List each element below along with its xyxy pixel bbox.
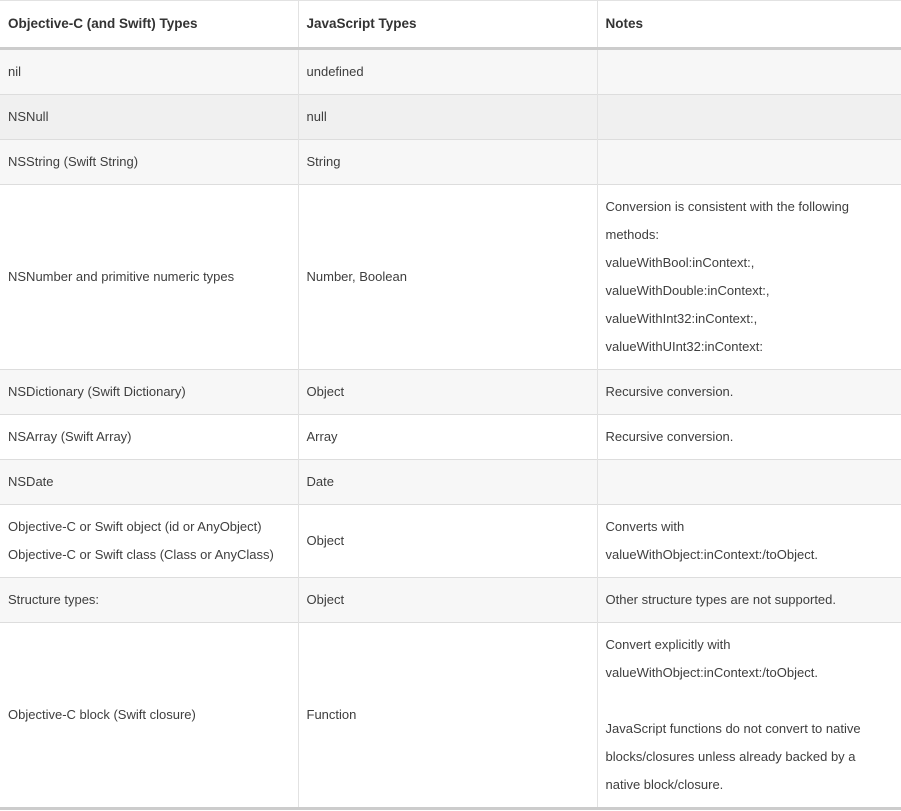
- note-paragraph: Recursive conversion.: [605, 384, 734, 399]
- note-paragraph: JavaScript functions do not convert to n…: [605, 721, 861, 792]
- objc-type-cell: Objective-C block (Swift closure): [0, 622, 299, 809]
- note-paragraph: Convert explicitly with valueWithObject:…: [605, 637, 818, 680]
- js-type-cell: Array: [298, 414, 598, 460]
- note-paragraph: Other structure types are not supported.: [605, 592, 837, 607]
- table-header: Objective-C (and Swift) Types JavaScript…: [0, 0, 901, 50]
- column-header-notes: Notes: [597, 0, 901, 50]
- table-row: Objective-C or Swift object (id or AnyOb…: [0, 504, 901, 578]
- objc-type-cell: Objective-C or Swift object (id or AnyOb…: [0, 504, 299, 578]
- note-paragraph: Recursive conversion.: [605, 429, 734, 444]
- js-type-cell: Function: [298, 622, 598, 809]
- js-type-cell: undefined: [298, 48, 598, 95]
- objc-type-cell: NSString (Swift String): [0, 139, 299, 185]
- table-row: NSDictionary (Swift Dictionary) Object Rec…: [0, 369, 901, 415]
- js-type-cell: String: [298, 139, 598, 185]
- objc-type-cell: NSArray (Swift Array): [0, 414, 299, 460]
- table-row: nil undefined: [0, 48, 901, 95]
- notes-cell: Other structure types are not supported.: [597, 577, 901, 623]
- js-type-cell: Object: [298, 369, 598, 415]
- table-row: NSDate Date: [0, 459, 901, 505]
- notes-cell: [597, 139, 901, 185]
- notes-cell: Converts with valueWithObject:inContext:…: [597, 504, 901, 578]
- objc-type-cell: nil: [0, 48, 299, 95]
- header-row: Objective-C (and Swift) Types JavaScript…: [0, 0, 901, 50]
- js-type-cell: Object: [298, 577, 598, 623]
- table-row: NSNull null: [0, 94, 901, 140]
- objc-type-cell: NSDictionary (Swift Dictionary): [0, 369, 299, 415]
- js-type-cell: Number, Boolean: [298, 184, 598, 370]
- table-row: NSNumber and primitive numeric types Numb…: [0, 184, 901, 370]
- column-header-objc-types: Objective-C (and Swift) Types: [0, 0, 299, 50]
- notes-cell: [597, 459, 901, 505]
- objc-type-cell: NSNumber and primitive numeric types: [0, 184, 299, 370]
- table-row: Objective-C block (Swift closure) Functio…: [0, 622, 901, 809]
- notes-cell: [597, 94, 901, 140]
- js-type-cell: Date: [298, 459, 598, 505]
- table-row: NSString (Swift String) String: [0, 139, 901, 185]
- objc-type-cell: NSDate: [0, 459, 299, 505]
- notes-cell: [597, 48, 901, 95]
- table-body: nil undefined NSNull null NSString (Swift St…: [0, 48, 901, 809]
- table-row: NSArray (Swift Array) Array Recursive conv…: [0, 414, 901, 460]
- note-paragraph: Conversion is consistent with the follow…: [605, 199, 850, 354]
- column-header-javascript-types: JavaScript Types: [298, 0, 598, 50]
- notes-cell: Recursive conversion.: [597, 414, 901, 460]
- objc-type-cell: Structure types:: [0, 577, 299, 623]
- notes-cell: Convert explicitly with valueWithObject:…: [597, 622, 901, 809]
- js-type-cell: null: [298, 94, 598, 140]
- notes-cell: Conversion is consistent with the follow…: [597, 184, 901, 370]
- notes-cell: Recursive conversion.: [597, 369, 901, 415]
- table-row: Structure types: Object Other structure ty…: [0, 577, 901, 623]
- js-type-cell: Object: [298, 504, 598, 578]
- note-paragraph: Converts with valueWithObject:inContext:…: [605, 519, 818, 562]
- objc-type-cell: NSNull: [0, 94, 299, 140]
